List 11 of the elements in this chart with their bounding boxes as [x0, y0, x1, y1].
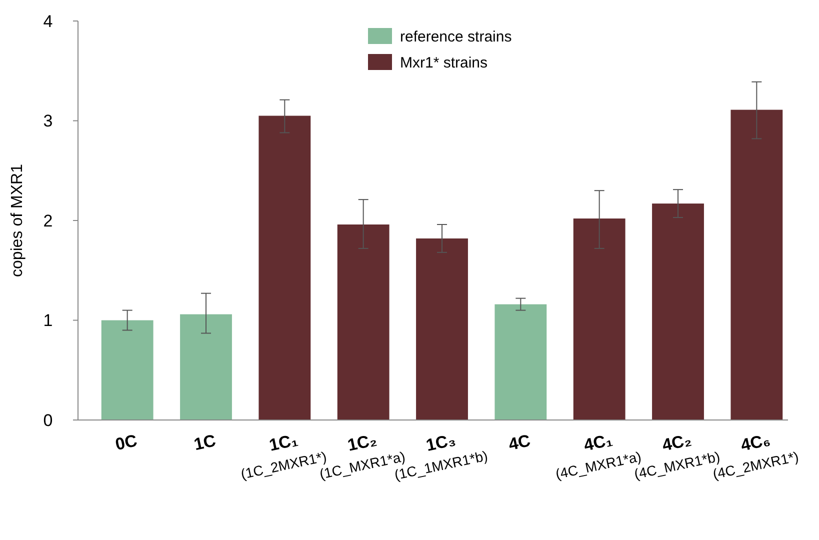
y-tick-label: 3: [43, 112, 53, 131]
y-tick-label: 0: [43, 410, 53, 430]
x-tick-label: 1C: [192, 431, 218, 454]
x-tick-label: 4C: [506, 431, 532, 454]
legend-label: reference strains: [400, 28, 512, 46]
legend-label: Mxr1* strains: [400, 54, 488, 72]
y-tick-label: 2: [43, 211, 53, 230]
y-tick-label: 1: [43, 311, 53, 330]
x-tick-label: 0C: [114, 431, 139, 454]
y-tick-label: 4: [43, 12, 53, 31]
y-axis-title: copies of MXR1: [9, 164, 26, 277]
